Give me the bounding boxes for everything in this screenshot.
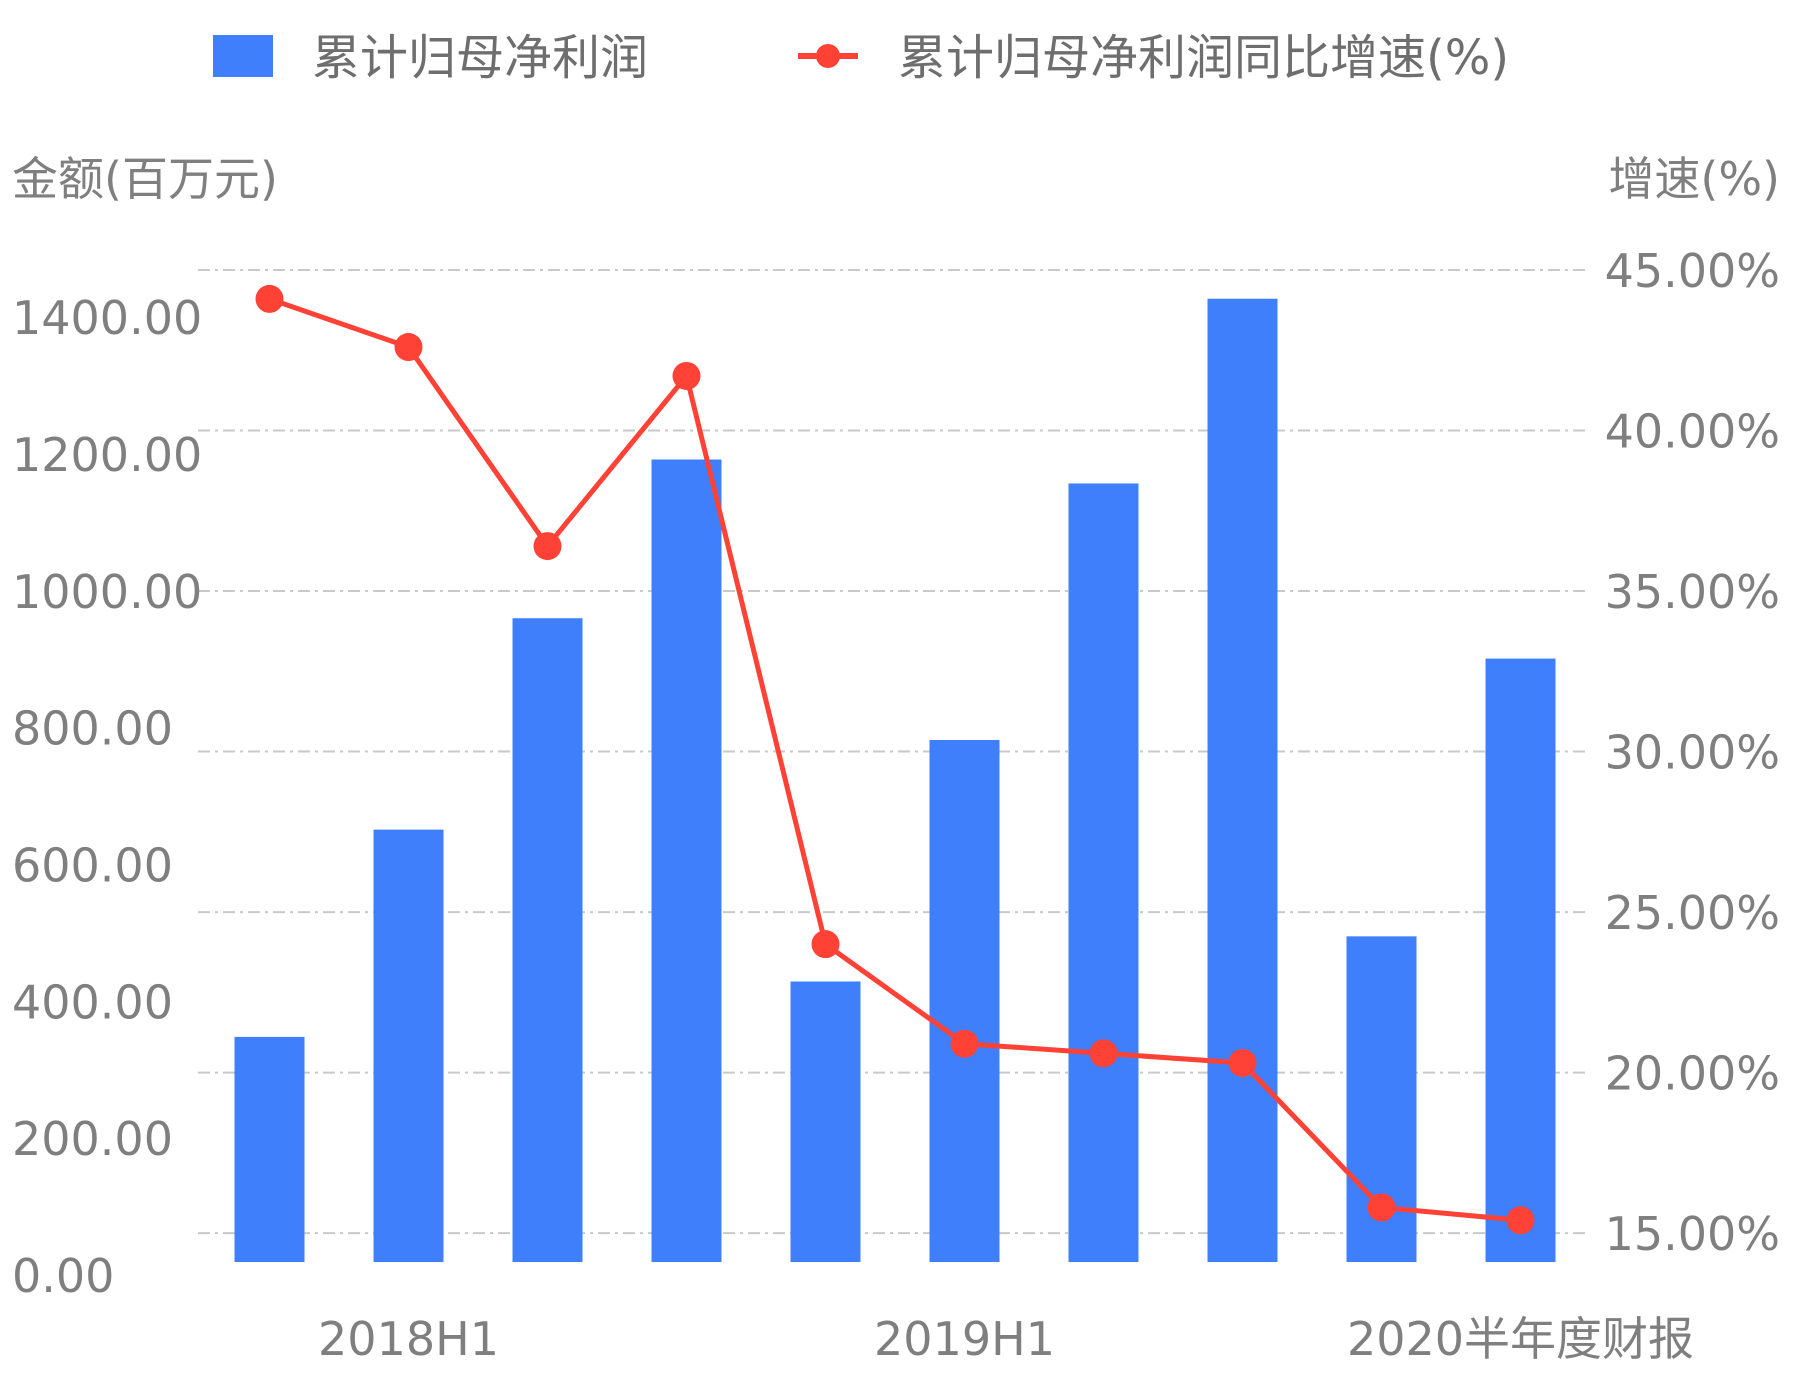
bar-series bbox=[234, 298, 1556, 1263]
bar bbox=[234, 1036, 305, 1262]
x-tick-label: 2019H1 bbox=[874, 1312, 1055, 1366]
bar bbox=[1207, 298, 1278, 1263]
right-tick-label: 15.00% bbox=[1605, 1207, 1780, 1261]
right-tick-label: 45.00% bbox=[1605, 244, 1780, 298]
right-axis-title: 增速(%) bbox=[1608, 152, 1780, 206]
line-point bbox=[394, 333, 423, 362]
x-tick-label: 2018H1 bbox=[318, 1312, 499, 1366]
left-tick-label: 1000.00 bbox=[12, 565, 202, 619]
bar bbox=[929, 740, 1000, 1262]
line-point bbox=[1367, 1193, 1396, 1222]
line-point bbox=[950, 1029, 979, 1058]
right-tick-label: 35.00% bbox=[1605, 565, 1780, 619]
line-point bbox=[811, 930, 840, 959]
right-tick-label: 25.00% bbox=[1605, 886, 1780, 940]
line-point bbox=[1089, 1039, 1118, 1068]
line-point bbox=[1228, 1048, 1257, 1077]
left-tick-label: 1400.00 bbox=[12, 291, 202, 345]
bar bbox=[651, 459, 722, 1262]
left-tick-label: 0.00 bbox=[12, 1249, 114, 1303]
line-point bbox=[1506, 1206, 1535, 1235]
right-tick-label: 40.00% bbox=[1605, 405, 1780, 459]
x-tick-label: 2020半年度财报 bbox=[1347, 1312, 1694, 1366]
left-axis-ticks: 0.00 200.00 400.00 600.00 800.00 1000.00 1200.… bbox=[12, 291, 202, 1303]
line-series bbox=[255, 284, 1535, 1235]
left-axis-title: 金额(百万元) bbox=[12, 152, 278, 206]
right-tick-label: 20.00% bbox=[1605, 1047, 1780, 1101]
bar bbox=[790, 981, 861, 1262]
left-tick-label: 600.00 bbox=[12, 839, 173, 893]
bar bbox=[1068, 483, 1139, 1262]
right-tick-label: 30.00% bbox=[1605, 726, 1780, 780]
legend-line-marker bbox=[816, 44, 840, 68]
line-point bbox=[533, 532, 562, 561]
right-axis-ticks: 15.00% 20.00% 25.00% 30.00% 35.00% 40.00% 45.0… bbox=[1605, 244, 1780, 1261]
legend-line-label: 累计归母净利润同比增速(%) bbox=[898, 30, 1509, 86]
line-path bbox=[268, 296, 1521, 1223]
x-axis-ticks: 2018H1 2019H1 2020半年度财报 bbox=[318, 1312, 1694, 1366]
bar bbox=[1485, 658, 1556, 1262]
left-tick-label: 800.00 bbox=[12, 702, 173, 756]
bar bbox=[512, 618, 583, 1262]
line-point bbox=[672, 361, 701, 390]
line-point bbox=[255, 284, 284, 313]
legend-bar-swatch bbox=[213, 35, 273, 77]
left-tick-label: 200.00 bbox=[12, 1112, 173, 1166]
left-tick-label: 400.00 bbox=[12, 975, 173, 1029]
legend: 累计归母净利润 累计归母净利润同比增速(%) bbox=[213, 30, 1509, 86]
left-tick-label: 1200.00 bbox=[12, 428, 202, 482]
bar bbox=[373, 829, 444, 1262]
legend-bar-label: 累计归母净利润 bbox=[312, 30, 648, 86]
